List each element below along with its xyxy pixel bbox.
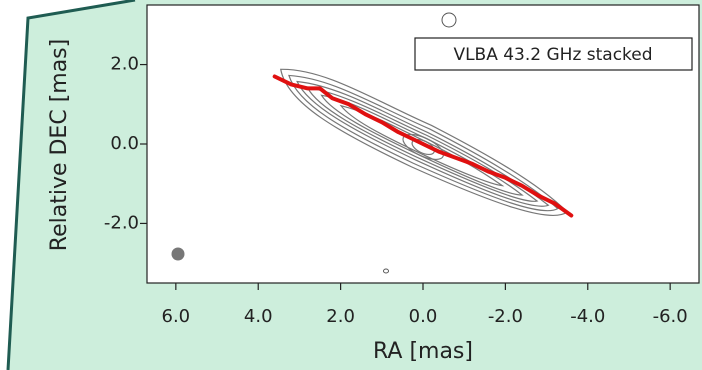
- y-axis-label: Relative DEC [mas]: [47, 39, 72, 251]
- page: VLBA 43.2 GHz stacked RA [mas] Relative …: [0, 0, 702, 370]
- x-tick-label: 0.0: [409, 306, 438, 327]
- x-tick-label: 4.0: [244, 306, 273, 327]
- x-tick-label: -4.0: [570, 306, 605, 327]
- chart: VLBA 43.2 GHz stacked RA [mas] Relative …: [0, 0, 702, 370]
- y-tick-label: 2.0: [110, 54, 139, 75]
- beam: [172, 248, 185, 261]
- x-tick-label: -6.0: [653, 306, 688, 327]
- x-tick-label: 6.0: [162, 306, 191, 327]
- x-tick-label: 2.0: [326, 306, 355, 327]
- x-axis-label: RA [mas]: [373, 339, 473, 364]
- annotation: VLBA 43.2 GHz stacked: [453, 45, 652, 65]
- y-tick-label: 0.0: [110, 133, 139, 154]
- x-tick-label: -2.0: [488, 306, 523, 327]
- y-tick-label: -2.0: [104, 212, 139, 233]
